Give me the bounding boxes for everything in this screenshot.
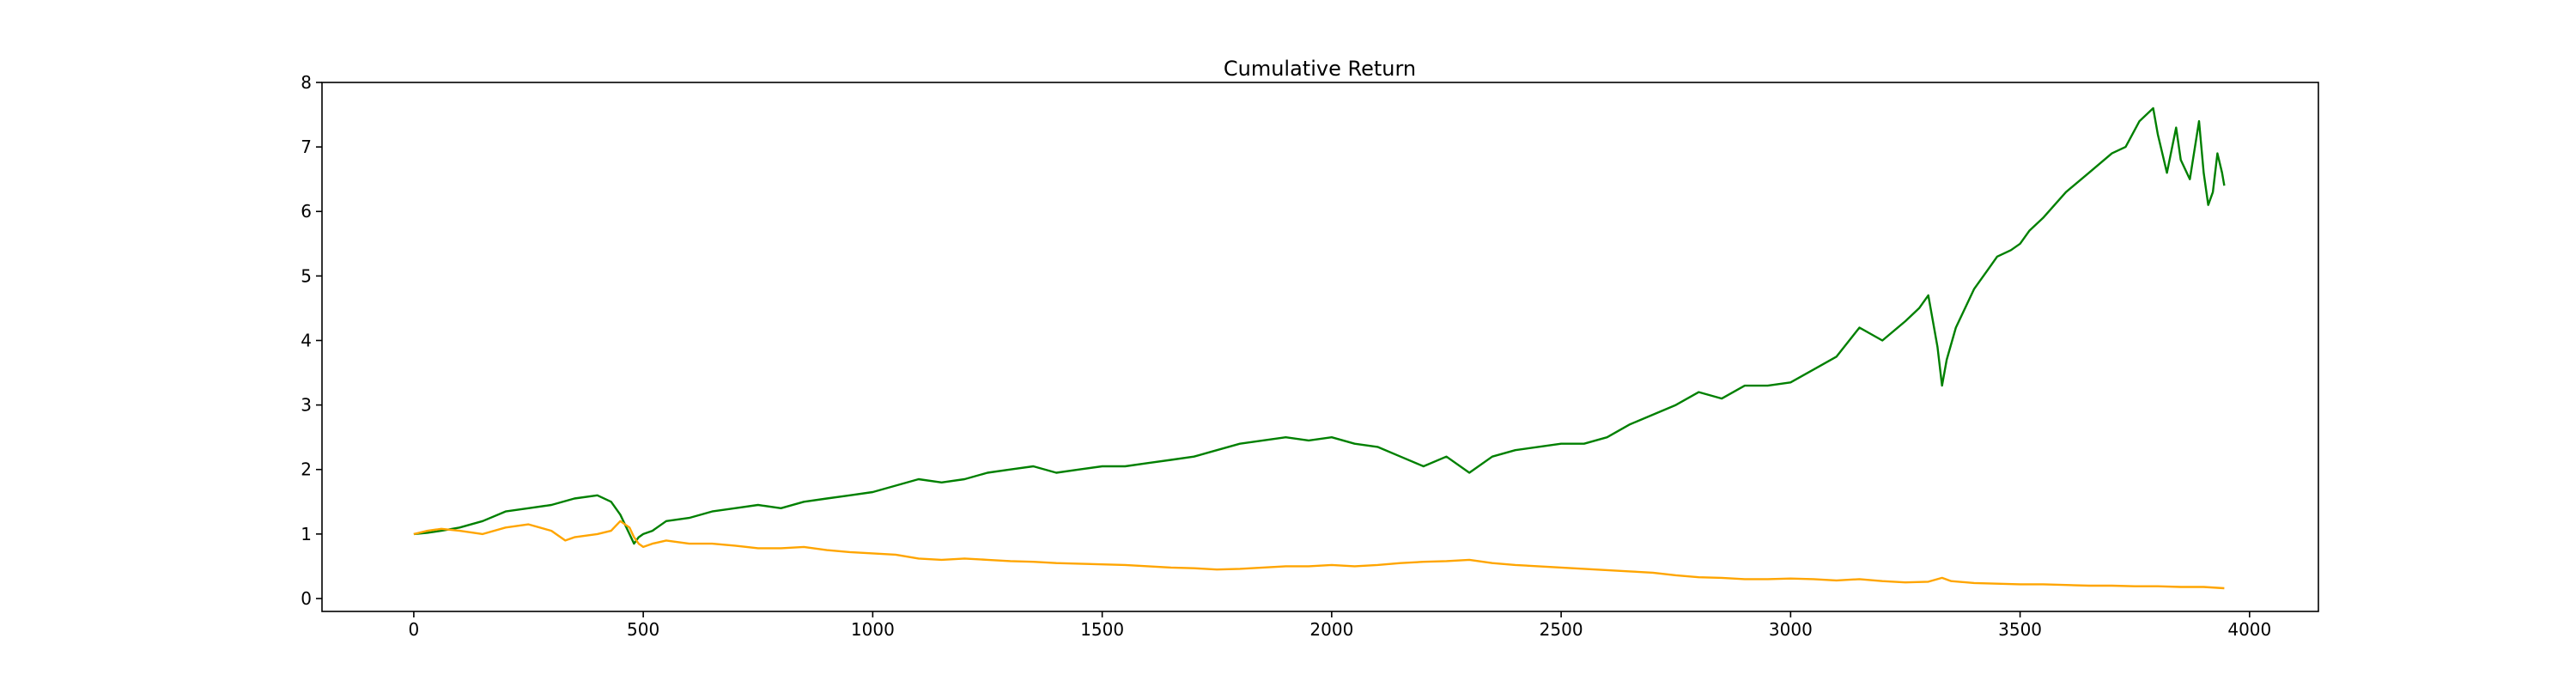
series-line-1: [413, 106, 2226, 545]
x-tick-label: 1500: [1080, 619, 1124, 640]
series-line-2: [413, 520, 2225, 590]
y-tick-label: 5: [301, 265, 312, 286]
y-tick-label: 8: [301, 72, 312, 93]
y-tick-label: 4: [301, 330, 312, 350]
y-tick-label: 6: [301, 201, 312, 222]
axis-layer: 0 500 1000 1500 2000 2500 3000 3500 4000 0 1 2 3 4 5 6 7…: [301, 72, 2271, 640]
x-tick-label: 1000: [851, 619, 895, 640]
y-tick-label: 7: [301, 137, 312, 157]
x-tick-label: 3500: [1998, 619, 2042, 640]
y-tick-label: 3: [301, 395, 312, 416]
x-tick-label: 4000: [2227, 619, 2271, 640]
chart-title: Cumulative Return: [1224, 57, 1416, 81]
x-tick-label: 2000: [1309, 619, 1353, 640]
x-tick-label: 500: [627, 619, 659, 640]
x-tick-label: 2500: [1540, 619, 1583, 640]
x-tick-label: 0: [409, 619, 420, 640]
plot-area-frame: [321, 82, 2319, 612]
x-tick-label: 3000: [1769, 619, 1813, 640]
y-tick-label: 2: [301, 459, 312, 480]
series-layer: [413, 106, 2226, 590]
y-tick-label: 0: [301, 588, 312, 609]
y-tick-label: 1: [301, 524, 312, 544]
